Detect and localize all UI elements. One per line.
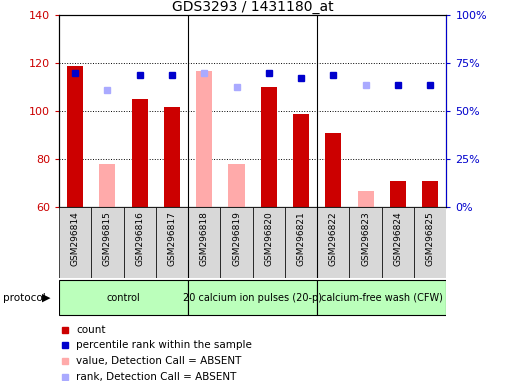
Text: GSM296818: GSM296818 [200, 211, 209, 266]
Bar [293, 114, 309, 207]
Text: GSM296819: GSM296819 [232, 211, 241, 266]
Text: GSM296817: GSM296817 [167, 211, 176, 266]
Text: protocol: protocol [3, 293, 45, 303]
Bar [164, 106, 180, 207]
Bar [382, 207, 414, 278]
Bar [349, 207, 382, 278]
Bar [261, 87, 277, 207]
Text: GSM296825: GSM296825 [426, 211, 435, 266]
Bar [285, 207, 317, 278]
Bar [228, 164, 245, 207]
Text: GSM296823: GSM296823 [361, 211, 370, 266]
Text: value, Detection Call = ABSENT: value, Detection Call = ABSENT [76, 356, 242, 366]
Text: 20 calcium ion pulses (20-p): 20 calcium ion pulses (20-p) [183, 293, 322, 303]
Bar [156, 207, 188, 278]
Bar [221, 207, 252, 278]
Text: calcium-free wash (CFW): calcium-free wash (CFW) [321, 293, 443, 303]
Bar [414, 207, 446, 278]
Bar [252, 207, 285, 278]
Text: ▶: ▶ [42, 293, 51, 303]
Bar [196, 71, 212, 207]
Bar [91, 207, 124, 278]
Bar [317, 207, 349, 278]
Text: GSM296815: GSM296815 [103, 211, 112, 266]
Bar [59, 207, 91, 278]
Bar [422, 181, 438, 207]
Text: control: control [107, 293, 141, 303]
Text: GSM296824: GSM296824 [393, 211, 402, 266]
Bar [100, 164, 115, 207]
Bar [325, 133, 342, 207]
Bar [59, 280, 188, 315]
Bar [390, 181, 406, 207]
Bar [188, 280, 317, 315]
Text: percentile rank within the sample: percentile rank within the sample [76, 340, 252, 350]
Title: GDS3293 / 1431180_at: GDS3293 / 1431180_at [172, 0, 333, 14]
Text: GSM296821: GSM296821 [297, 211, 306, 266]
Bar [132, 99, 148, 207]
Text: GSM296814: GSM296814 [71, 211, 80, 266]
Bar [124, 207, 156, 278]
Text: GSM296822: GSM296822 [329, 211, 338, 266]
Bar [188, 207, 221, 278]
Bar [67, 66, 83, 207]
Text: GSM296816: GSM296816 [135, 211, 144, 266]
Bar [358, 190, 373, 207]
Bar [317, 280, 446, 315]
Text: count: count [76, 325, 106, 335]
Text: GSM296820: GSM296820 [264, 211, 273, 266]
Text: rank, Detection Call = ABSENT: rank, Detection Call = ABSENT [76, 372, 237, 382]
